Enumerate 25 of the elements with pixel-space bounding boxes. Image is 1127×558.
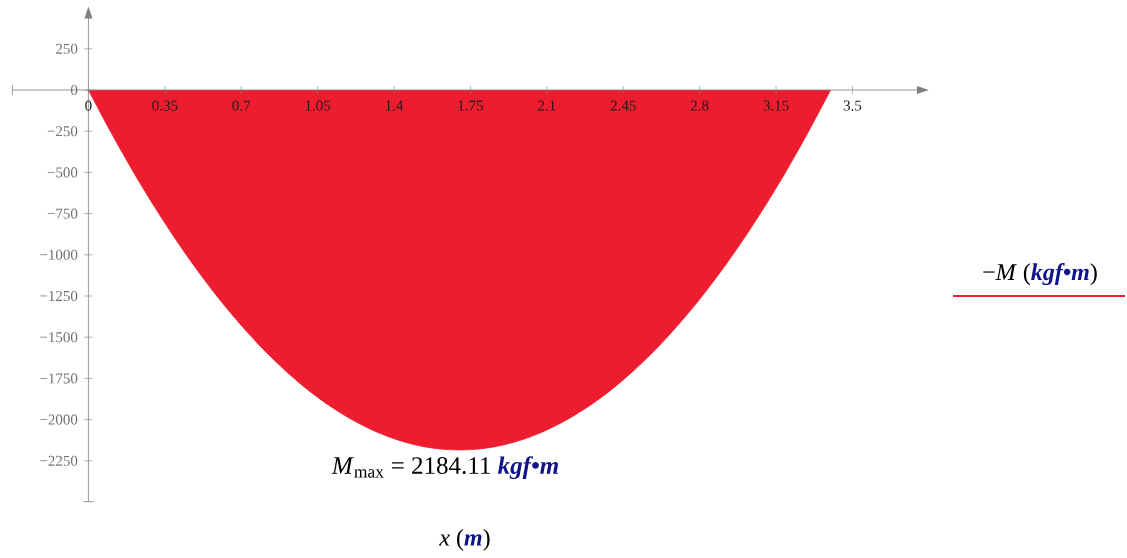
y-tick-label: −250 — [47, 126, 78, 137]
y-tick-label: −1000 — [40, 249, 78, 260]
x-tick-label: 1.75 — [458, 100, 483, 111]
annotation: M$_{max}$ = 2184.11 kgf•m — [331, 456, 558, 480]
x-tick-label: 3.15 — [763, 100, 789, 111]
y-tick-label: −1500 — [40, 332, 78, 343]
x-tick-label: 1.4 — [385, 100, 404, 111]
x-tick-label: 0.35 — [152, 100, 178, 111]
x-axis-title: x (m) — [439, 528, 490, 551]
x-tick-label: 2.1 — [538, 100, 556, 111]
text: −M (kgf•m) — [983, 263, 1097, 286]
y-tick-label: −1750 — [40, 373, 78, 384]
y-tick-label: 250 — [56, 43, 78, 54]
x-tick-label: 2.45 — [610, 100, 636, 111]
x-tick-label: 0 — [85, 100, 92, 111]
x-tick-label: 0.7 — [232, 100, 251, 111]
y-tick-label: −2000 — [40, 414, 78, 425]
y-tick-label: −2250 — [40, 455, 78, 466]
y-tick-label: 0 — [70, 84, 78, 96]
y-tick-label: −500 — [47, 167, 78, 178]
y-tick-label: −750 — [47, 208, 78, 219]
x-tick-label: 2.8 — [690, 100, 709, 111]
x-tick-label: 3.5 — [843, 100, 862, 111]
y-tick-label: −1250 — [40, 290, 78, 302]
x-tick-label: 1.05 — [305, 100, 331, 111]
